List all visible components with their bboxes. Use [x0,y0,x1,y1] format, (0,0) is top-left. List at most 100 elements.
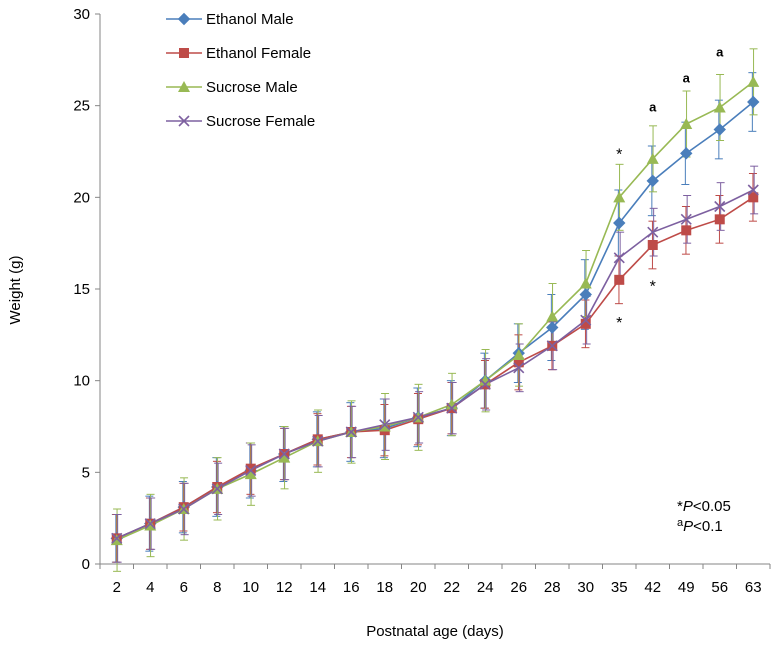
x-marker-stroke [714,200,726,213]
x-tick-label: 49 [678,579,695,596]
trend-mark: a [649,100,657,115]
legend-label: Sucrose Male [206,79,298,96]
sucrose-male-point [479,374,492,386]
ethanol-male-point [713,123,726,136]
p-value-notes: *P<0.05 aP<0.1 [677,498,731,535]
y-tick-label: 0 [82,556,90,573]
sucrose-female-point [178,503,190,515]
x-marker-stroke [613,252,625,264]
sucrose-male-point [747,75,760,87]
ethanol-female-point [748,192,759,203]
x-marker-stroke [647,226,659,238]
x-axis-title: Postnatal age (days) [366,623,504,640]
sucrose-male-point [512,349,525,360]
p-value-note: *P<0.05 [677,498,731,515]
sucrose-male-point [713,101,726,113]
sucrose-female-point [613,252,625,264]
x-marker-stroke [111,532,123,544]
legend: Ethanol Male Ethanol Female Sucrose Male Su… [166,11,315,130]
y-tick-label: 10 [73,373,90,390]
legend-marker [178,115,190,127]
x-marker-stroke [379,419,391,431]
legend-label: Sucrose Female [206,113,315,130]
x-tick-label: 56 [711,579,728,596]
x-marker-stroke [513,362,525,374]
legend-marker [178,81,190,92]
sucrose-female-point [111,532,123,544]
note-prefix: a [677,517,684,529]
x-tick-label: 2 [113,579,121,596]
x-marker-stroke [245,464,257,477]
x-tick-label: 30 [577,579,594,596]
sucrose-male-line [116,81,754,541]
sucrose-female-point [345,426,357,438]
ethanol-male-point [680,147,693,160]
x-marker-stroke [178,503,190,515]
x-marker-stroke [144,518,156,530]
x-marker-stroke [345,426,357,438]
sucrose-female-point [714,200,726,213]
x-tick-label: 10 [242,579,259,596]
note-prefix: * [677,498,683,515]
x-marker-stroke [178,115,190,127]
sucrose-female-point [412,411,424,423]
series-lines [116,81,754,541]
x-tick-label: 4 [146,579,154,596]
x-tick-label: 6 [180,579,188,596]
y-tick-label: 20 [73,189,90,206]
trend-mark: a [716,45,724,60]
x-tick-label: 20 [410,579,427,596]
legend-marker [177,12,191,26]
y-tick-label: 5 [82,464,90,481]
ethanol-female-point [714,214,725,225]
legend-item-sucrose-female: Sucrose Female [166,113,315,130]
x-tick-label: 35 [611,579,628,596]
sucrose-male-point [278,451,291,463]
sucrose-male-point [546,310,559,322]
sucrose-female-point [312,435,324,447]
sucrose-female-point [278,448,290,460]
x-marker-stroke [211,483,223,495]
ethanol-female-point [647,240,658,250]
x-tick-label: 18 [376,579,393,596]
x-marker-stroke [412,411,424,423]
note-suffix: <0.05 [693,498,731,515]
significance-star: * [616,146,622,163]
ethanol-male-point [747,95,760,109]
sucrose-female-point [144,518,156,530]
note-italic: P [683,518,693,535]
legend-label: Ethanol Male [206,11,294,28]
legend-marker [179,48,189,58]
legend-item-sucrose-male: Sucrose Male [166,79,298,96]
ethanol-male-point [546,321,559,334]
x-tick-label: 14 [309,579,326,596]
sucrose-female-point [446,402,458,414]
note-italic: P [683,498,693,515]
note-suffix: <0.1 [693,518,723,535]
x-marker-stroke [680,213,692,225]
legend-label: Ethanol Female [206,45,311,62]
sucrose-female-point [513,362,525,374]
x-marker-stroke [479,378,491,390]
ethanol-female-point [580,318,591,329]
y-tick-label: 30 [73,6,90,23]
sucrose-male-point [244,468,257,480]
ethanol-male-point [579,288,592,301]
y-axis-title: Weight (g) [7,256,24,325]
sucrose-male-point [579,277,592,289]
y-tick-label: 25 [73,98,90,115]
sucrose-female-point [580,314,592,326]
ethanol-male-line [116,101,754,540]
sucrose-female-point [680,213,692,225]
sucrose-female-point [747,184,759,196]
x-tick-label: 26 [510,579,527,596]
ethanol-female-point [614,274,625,285]
ethanol-male-point [613,216,626,230]
ethanol-female-line [116,196,754,540]
x-marker-stroke [446,402,458,414]
x-tick-label: 8 [213,579,221,596]
x-marker-stroke [747,184,759,196]
trend-mark: a [683,70,691,85]
p-value-note: aP<0.1 [677,517,723,535]
